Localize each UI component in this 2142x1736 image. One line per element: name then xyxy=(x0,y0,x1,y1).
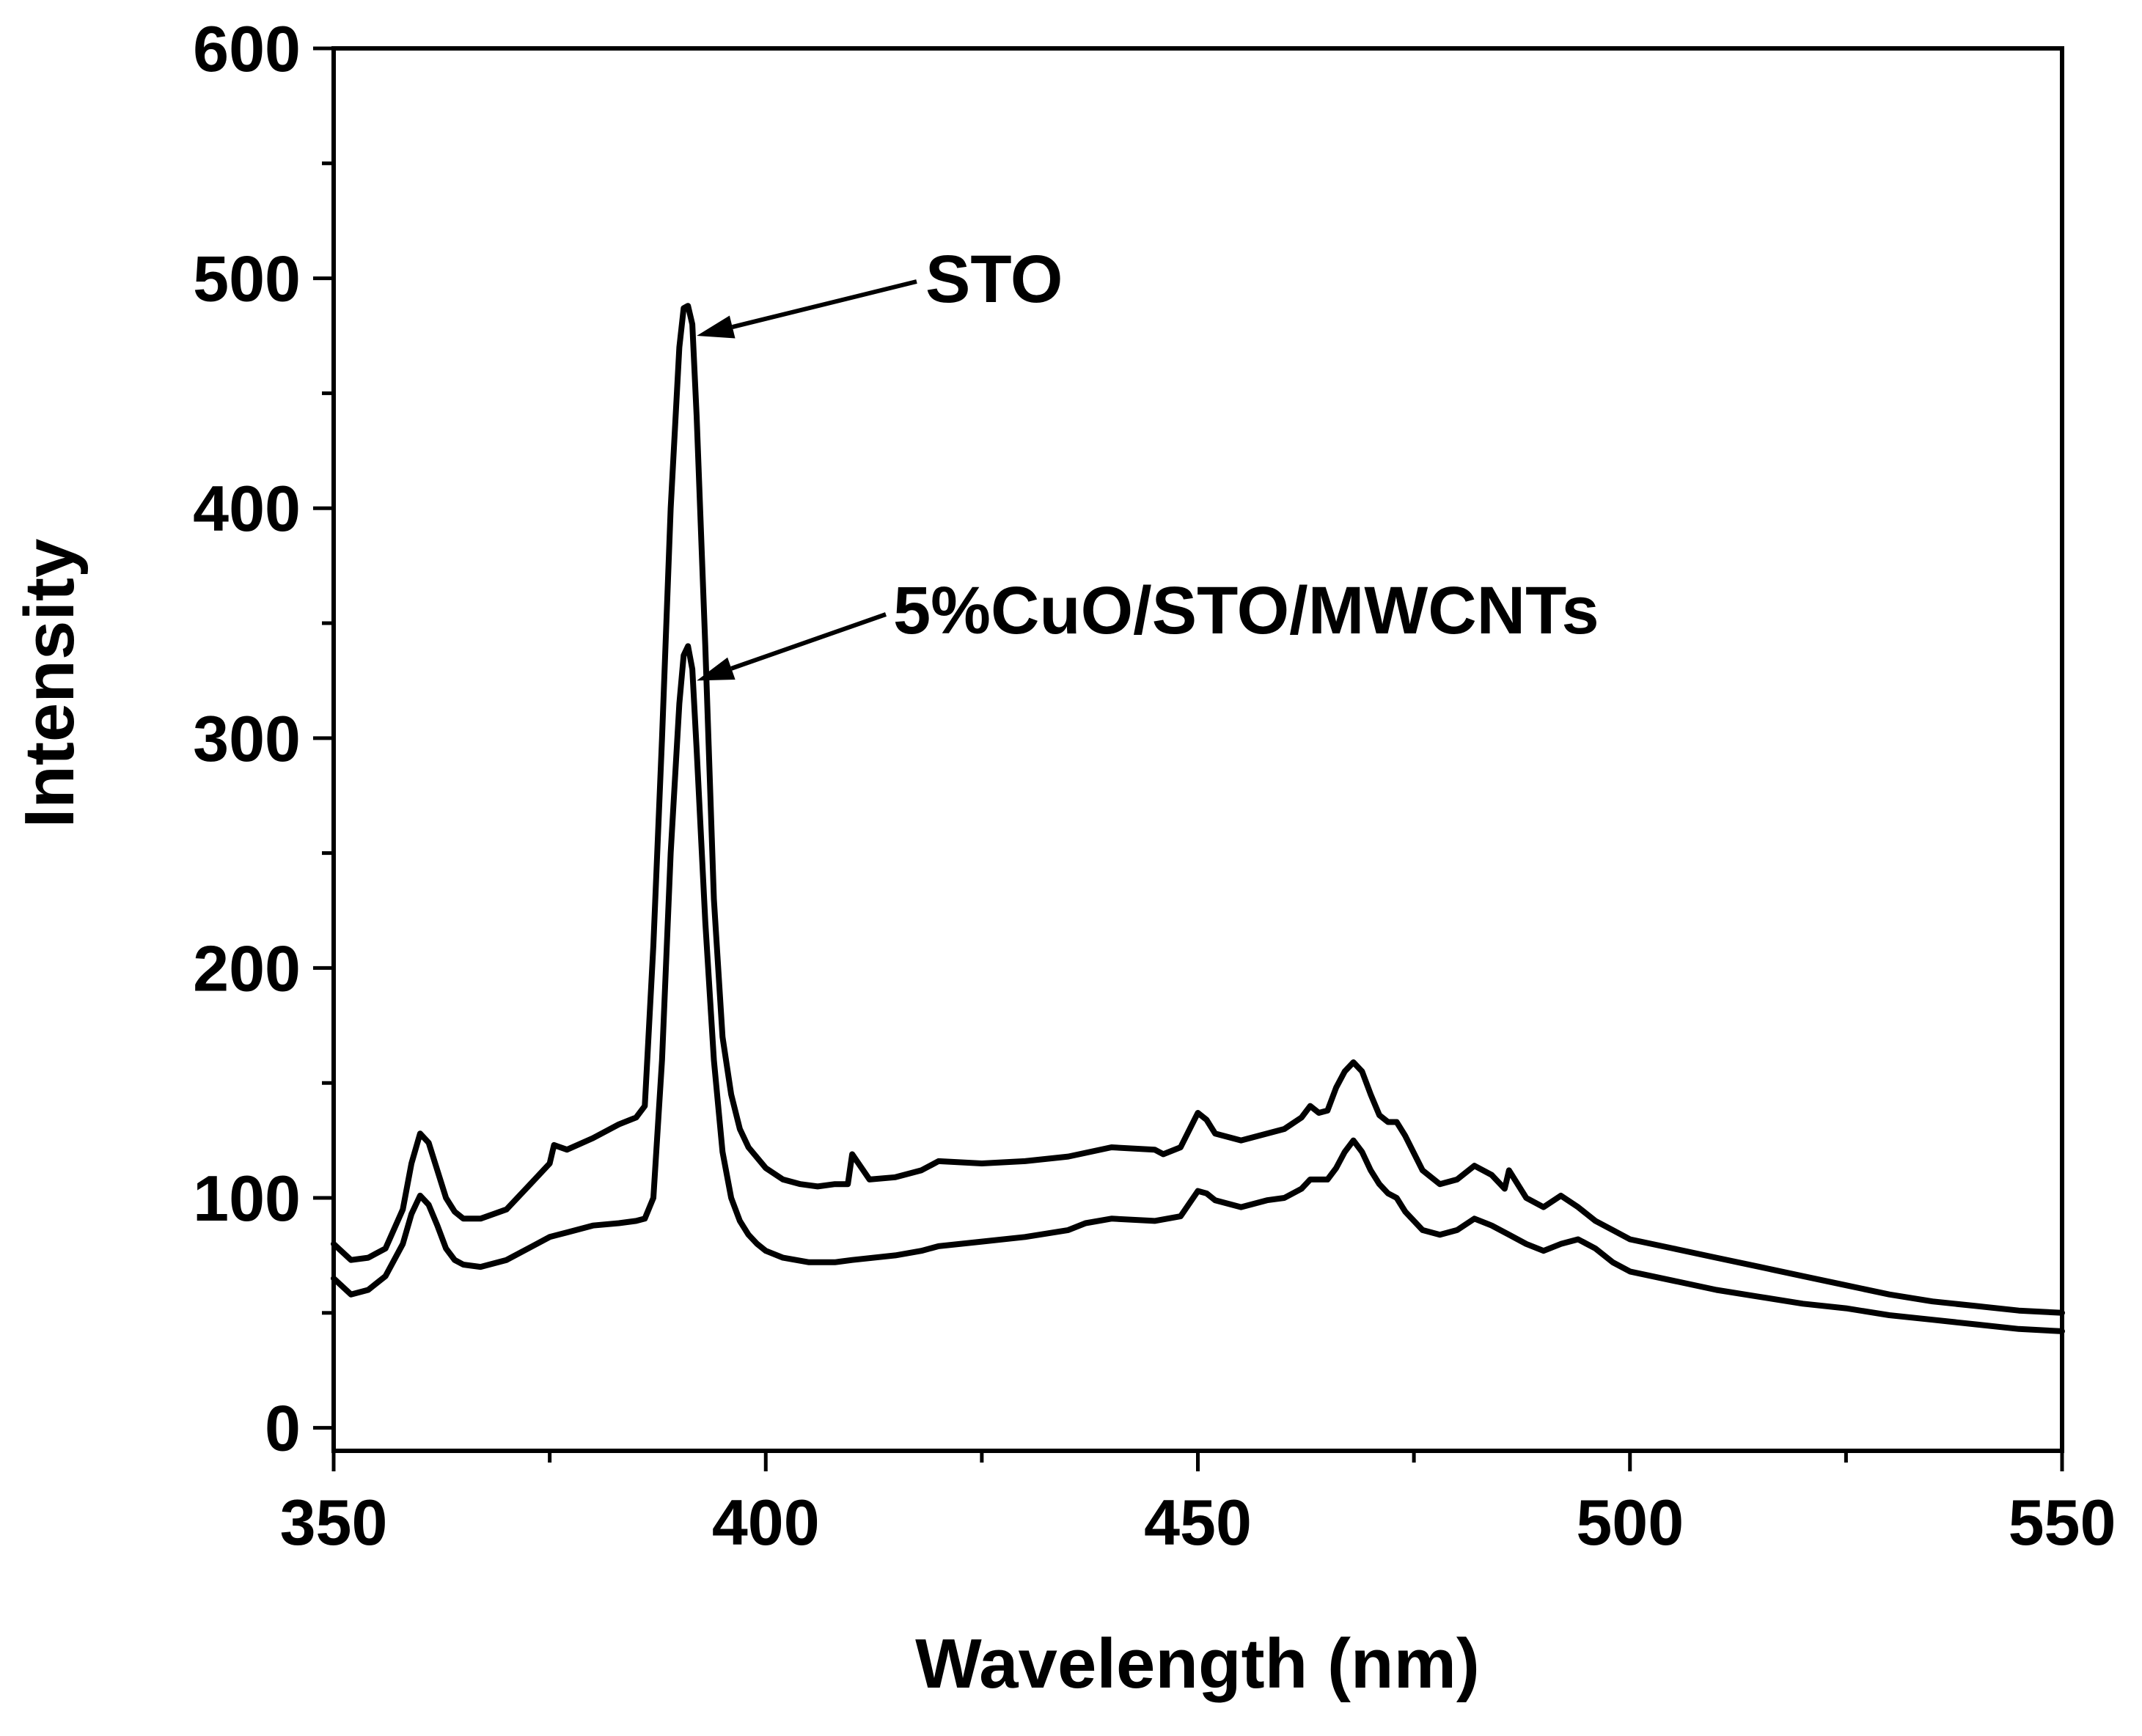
annotation-arrow-line xyxy=(732,279,917,329)
series-line-cuo-sto-mwcnts xyxy=(331,643,2065,1334)
y-tick-label: 200 xyxy=(193,932,301,1004)
y-tick-label: 300 xyxy=(193,702,301,775)
x-axis-title: Wavelength (nm) xyxy=(915,1625,1480,1703)
x-tick-label: 350 xyxy=(280,1486,388,1559)
x-tick-label: 450 xyxy=(1144,1486,1252,1559)
y-tick-label: 100 xyxy=(193,1162,301,1235)
x-tick-label: 550 xyxy=(2009,1486,2116,1559)
x-tick-label: 400 xyxy=(712,1486,820,1559)
series-line-sto xyxy=(331,303,2065,1316)
y-tick-label: 0 xyxy=(265,1392,301,1465)
plot-frame xyxy=(331,46,2064,1453)
annotation-arrow-head xyxy=(697,315,736,339)
annotation-label: STO xyxy=(925,242,1063,317)
annotation-label: 5%CuO/STO/MWCNTs xyxy=(893,573,1599,648)
y-tick-label: 600 xyxy=(193,12,301,85)
x-tick-label: 500 xyxy=(1576,1486,1684,1559)
y-axis-title: Intensity xyxy=(10,539,89,828)
series-group xyxy=(331,303,2065,1334)
y-axis: 0 100 200 300 400 500 600 xyxy=(193,12,334,1465)
annotation-arrow-head xyxy=(697,657,736,681)
annotation-group: STO 5%CuO/STO/MWCNTs xyxy=(697,242,1599,681)
y-tick-label: 400 xyxy=(193,472,301,545)
annotation-arrow-line xyxy=(730,612,887,671)
x-axis: 350 400 450 500 550 xyxy=(280,1451,2116,1559)
y-tick-label: 500 xyxy=(193,243,301,315)
